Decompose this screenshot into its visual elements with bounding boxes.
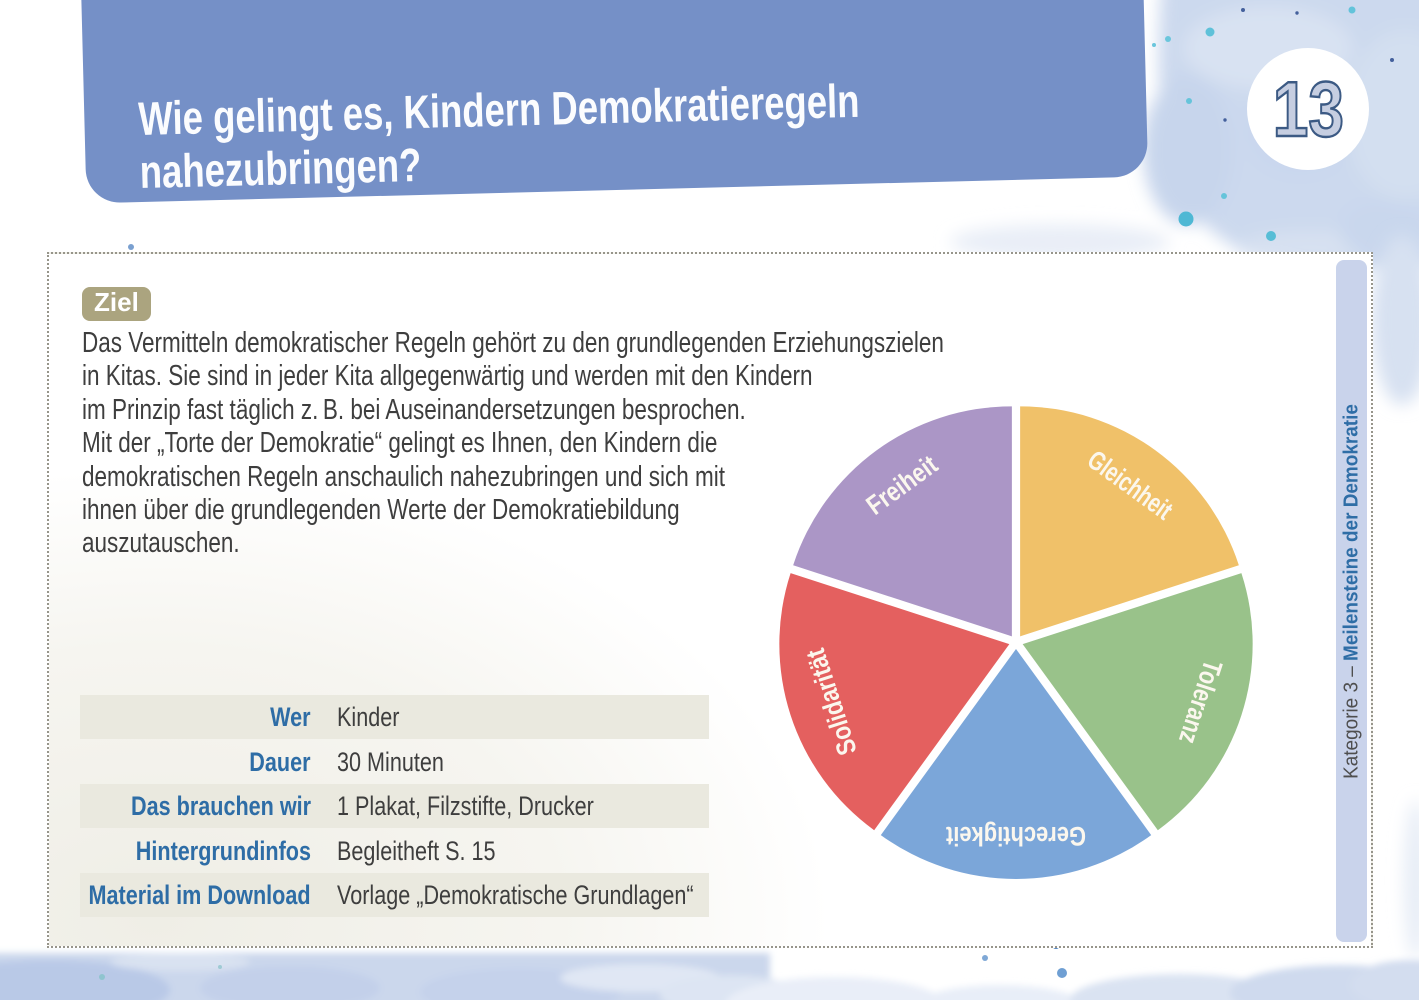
svg-text:Gerechtigkeit: Gerechtigkeit bbox=[946, 821, 1086, 851]
